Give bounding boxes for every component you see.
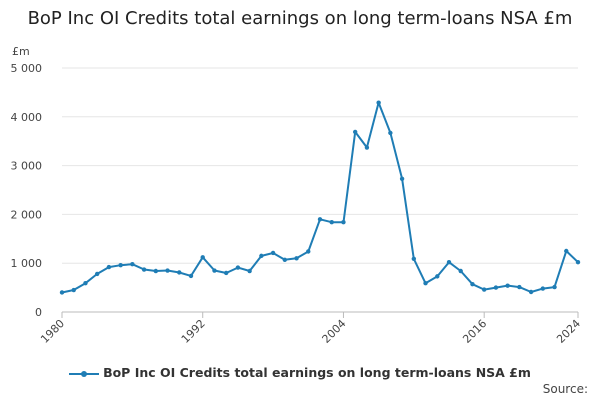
data-point[interactable]	[153, 268, 159, 274]
data-point[interactable]	[294, 256, 299, 261]
data-point[interactable]	[71, 287, 76, 293]
data-point[interactable]	[83, 281, 88, 286]
data-point[interactable]	[411, 256, 417, 262]
data-point[interactable]	[223, 270, 229, 276]
x-axis: 1980 1992 2004 2016 2024	[38, 312, 583, 346]
series-group	[59, 100, 581, 295]
legend-label: BoP Inc OI Credits total earnings on lon…	[103, 365, 531, 380]
data-point[interactable]	[376, 100, 381, 105]
data-point[interactable]	[177, 270, 182, 275]
data-point[interactable]	[423, 281, 428, 286]
data-point[interactable]	[399, 176, 405, 181]
y-tick-label: 3 000	[11, 160, 43, 173]
data-point[interactable]	[528, 289, 534, 295]
data-point[interactable]	[329, 220, 334, 225]
x-tick-label: 2016	[460, 317, 489, 346]
y-axis-ticks: 0 1 000 2 000 3 000 4 000 5 000	[11, 62, 43, 319]
data-point[interactable]	[317, 217, 323, 222]
source-label: Source:	[542, 382, 588, 396]
data-point[interactable]	[540, 286, 546, 291]
data-point[interactable]	[341, 220, 346, 225]
data-point[interactable]	[282, 257, 288, 262]
legend[interactable]: BoP Inc OI Credits total earnings on lon…	[0, 365, 600, 380]
data-point[interactable]	[212, 268, 217, 273]
data-point[interactable]	[165, 268, 170, 273]
series-line	[61, 101, 579, 294]
data-point[interactable]	[446, 260, 452, 265]
data-point[interactable]	[505, 283, 510, 288]
x-tick-label: 1992	[179, 317, 208, 346]
data-point[interactable]	[470, 281, 475, 287]
data-point[interactable]	[352, 129, 358, 135]
data-point[interactable]	[200, 255, 205, 260]
y-tick-label: 2 000	[11, 208, 43, 221]
data-point[interactable]	[59, 290, 65, 295]
data-point[interactable]	[141, 267, 147, 272]
data-point[interactable]	[493, 285, 499, 290]
data-point[interactable]	[130, 261, 135, 267]
data-point[interactable]	[94, 271, 100, 277]
y-tick-label: 0	[35, 306, 42, 319]
data-point[interactable]	[575, 260, 581, 265]
legend-marker-icon	[69, 370, 100, 377]
data-point[interactable]	[306, 249, 311, 254]
y-tick-label: 5 000	[11, 62, 43, 75]
data-point[interactable]	[564, 248, 569, 254]
data-point[interactable]	[259, 253, 264, 259]
data-point[interactable]	[435, 274, 440, 279]
data-point[interactable]	[458, 268, 463, 274]
y-tick-label: 4 000	[11, 111, 43, 124]
data-point[interactable]	[481, 287, 487, 292]
data-point[interactable]	[118, 262, 123, 268]
data-point[interactable]	[235, 265, 241, 270]
data-point[interactable]	[517, 284, 522, 290]
data-point[interactable]	[270, 250, 276, 256]
y-tick-label: 1 000	[11, 257, 43, 270]
gridlines	[62, 67, 578, 313]
x-tick-label: 2004	[320, 317, 349, 346]
data-point[interactable]	[552, 284, 557, 290]
data-point[interactable]	[188, 273, 194, 279]
y-axis-unit-label: £m	[12, 45, 30, 58]
x-tick-label: 1980	[38, 317, 67, 346]
data-point[interactable]	[364, 145, 370, 150]
data-point[interactable]	[106, 264, 112, 270]
x-tick-label: 2024	[554, 317, 583, 346]
data-point[interactable]	[388, 130, 393, 136]
data-point[interactable]	[247, 268, 252, 274]
chart-title: BoP Inc OI Credits total earnings on lon…	[27, 8, 573, 29]
